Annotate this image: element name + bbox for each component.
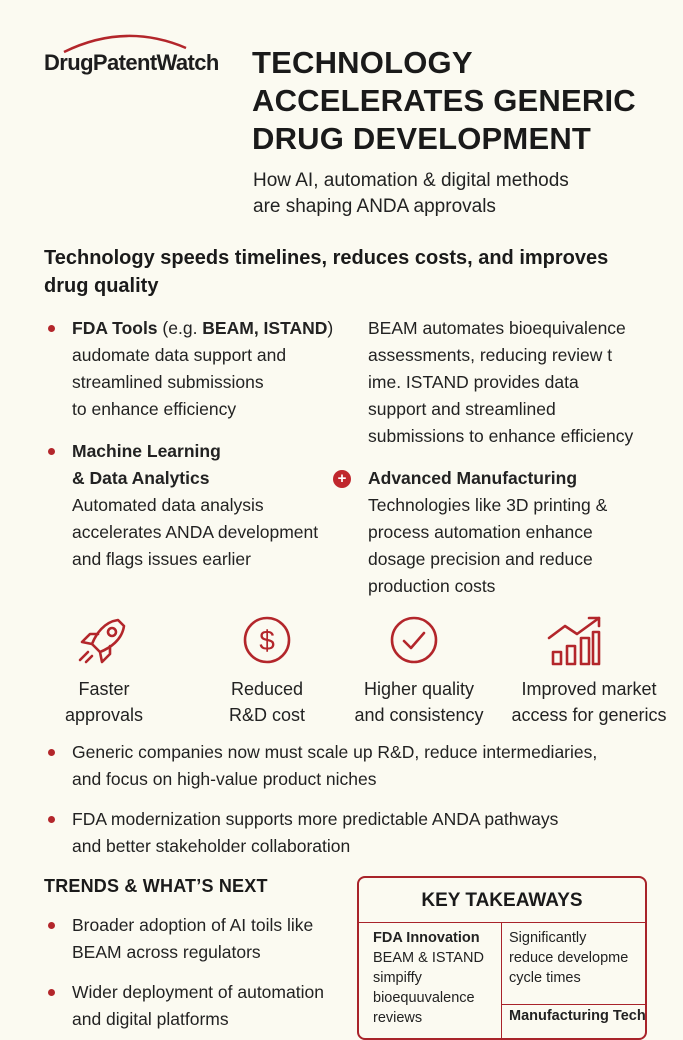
takeaway-line: simpiffy — [373, 970, 422, 986]
dollar-coin-icon: $ — [237, 612, 297, 668]
bullet-dot-icon — [48, 325, 55, 332]
beam-line: assessments, reducing review t — [368, 345, 613, 365]
fda-tools-paren: (e.g. — [157, 318, 203, 338]
point-line: FDA modernization supports more predicta… — [72, 809, 559, 829]
takeaway-line: reduce developme — [509, 950, 629, 966]
rising-bar-chart-icon — [545, 612, 605, 668]
manufacturing-line: Technologies like 3D printing & — [368, 495, 608, 515]
benefit-market-access: Improved market access for generics — [502, 676, 676, 728]
trend-item: Wider deployment of automation and digit… — [72, 979, 362, 1033]
manufacturing-line: process automation enhance — [368, 522, 593, 542]
point-line: Generic companies now must scale up R&D,… — [72, 742, 598, 762]
ml-title-line: & Data Analytics — [72, 468, 210, 488]
rocket-icon — [74, 612, 134, 668]
point-item: Generic companies now must scale up R&D,… — [72, 739, 672, 793]
bullet-dot-icon — [48, 922, 55, 929]
title-line: DRUG DEVELOPMENT — [252, 121, 592, 156]
trend-line: Broader adoption of AI toils like — [72, 915, 314, 935]
ml-line: Automated data analysis — [72, 495, 264, 515]
trend-line: and digital platforms — [72, 1009, 229, 1029]
plus-circle-icon: + — [333, 470, 351, 488]
ml-line: accelerates ANDA development — [72, 522, 319, 542]
key-takeaways-title: KEY TAKEAWAYS — [421, 890, 583, 911]
benefit-line: and consistency — [354, 705, 484, 725]
bullet-dot-icon — [48, 816, 55, 823]
bullet-dot-icon — [48, 749, 55, 756]
ml-block: Machine Learning & Data Analytics Automa… — [72, 438, 362, 573]
beam-line: BEAM automates bioequivalence — [368, 318, 626, 338]
title-line: TECHNOLOGY — [252, 45, 473, 80]
benefit-line: approvals — [64, 705, 144, 725]
benefit-line: Faster — [78, 679, 130, 699]
fda-tools-line: streamlined submissions — [72, 372, 264, 392]
manufacturing-title: Advanced Manufacturing — [368, 468, 578, 488]
fda-tools-title: FDA Tools — [72, 318, 158, 338]
benefit-line: Reduced — [230, 679, 304, 699]
point-item: FDA modernization supports more predicta… — [72, 806, 672, 860]
takeaway-heading: Manufacturing Tech — [509, 1008, 646, 1024]
takeaway-line: Significantly — [509, 930, 587, 946]
manufacturing-line: production costs — [368, 576, 496, 596]
logo: DrugPatentWatch — [44, 50, 219, 75]
trends-heading: TRENDS & WHAT’S NEXT — [44, 876, 268, 896]
divider — [359, 922, 645, 923]
benefit-line: access for generics — [511, 705, 667, 725]
logo-arc-icon — [63, 34, 187, 54]
fda-tools-line: to enhance efficiency — [72, 399, 237, 419]
manufacturing-block: Advanced Manufacturing Technologies like… — [368, 465, 668, 600]
trend-line: BEAM across regulators — [72, 942, 261, 962]
fda-tools-heading: FDA Tools (e.g. BEAM, ISTAND) — [72, 315, 362, 342]
beam-line: support and streamlined — [368, 399, 556, 419]
benefit-reduced-cost: Reduced R&D cost — [197, 676, 337, 728]
beam-line: submissions to enhance efficiency — [368, 426, 634, 446]
beam-description: BEAM automates bioequivalence assessment… — [368, 315, 668, 450]
divider — [501, 1004, 645, 1005]
takeaway-line: reviews — [373, 1010, 423, 1026]
svg-text:$: $ — [259, 625, 275, 656]
subtitle-line: How AI, automation & digital methods — [253, 170, 569, 191]
page-title: TECHNOLOGY ACCELERATES GENERIC DRUG DEVE… — [252, 44, 636, 158]
fda-tools-block: FDA Tools (e.g. BEAM, ISTAND) audomate d… — [72, 315, 362, 423]
point-line: and better stakeholder collaboration — [72, 836, 351, 856]
lead-statement: Technology speeds timelines, reduces cos… — [44, 244, 644, 300]
title-line: ACCELERATES GENERIC — [252, 83, 636, 118]
point-line: and focus on high-value product niches — [72, 769, 377, 789]
bullet-dot-icon — [48, 989, 55, 996]
lead-line: Technology speeds timelines, reduces cos… — [44, 247, 609, 269]
benefit-line: R&D cost — [228, 705, 306, 725]
subtitle: How AI, automation & digital methods are… — [253, 168, 569, 220]
takeaway-cycle-times: Significantly reduce developme cycle tim… — [509, 928, 643, 988]
beam-line: ime. ISTAND provides data — [368, 372, 579, 392]
takeaway-line: BEAM & ISTAND — [373, 950, 484, 966]
benefit-higher-quality: Higher quality and consistency — [344, 676, 494, 728]
fda-tools-line: audomate data support and — [72, 345, 287, 365]
benefit-line: Improved market — [521, 679, 657, 699]
manufacturing-line: dosage precision and reduce — [368, 549, 593, 569]
takeaway-line: cycle times — [509, 970, 581, 986]
fda-tools-paren: ) — [327, 318, 334, 338]
lead-line: drug quality — [44, 275, 159, 297]
trend-item: Broader adoption of AI toils like BEAM a… — [72, 912, 362, 966]
divider — [501, 922, 502, 1038]
takeaway-line: bioequuvalence — [373, 990, 475, 1006]
ml-title-line: Machine Learning — [72, 441, 221, 461]
checkmark-circle-icon — [384, 612, 444, 668]
takeaway-heading: FDA Innovation — [373, 930, 480, 946]
bullet-dot-icon — [48, 448, 55, 455]
benefit-line: Higher quality — [363, 679, 475, 699]
subtitle-line: are shaping ANDA approvals — [253, 196, 496, 217]
fda-tools-examples: BEAM, ISTAND — [202, 318, 328, 338]
takeaway-fda-innovation: FDA Innovation BEAM & ISTAND simpiffy bi… — [373, 928, 497, 1028]
ml-line: and flags issues earlier — [72, 549, 251, 569]
key-takeaways-box: KEY TAKEAWAYS FDA Innovation BEAM & ISTA… — [357, 876, 647, 1040]
benefit-faster-approvals: Faster approvals — [34, 676, 174, 728]
takeaway-manufacturing-tech: Manufacturing Tech — [509, 1006, 646, 1026]
trend-line: Wider deployment of automation — [72, 982, 324, 1002]
